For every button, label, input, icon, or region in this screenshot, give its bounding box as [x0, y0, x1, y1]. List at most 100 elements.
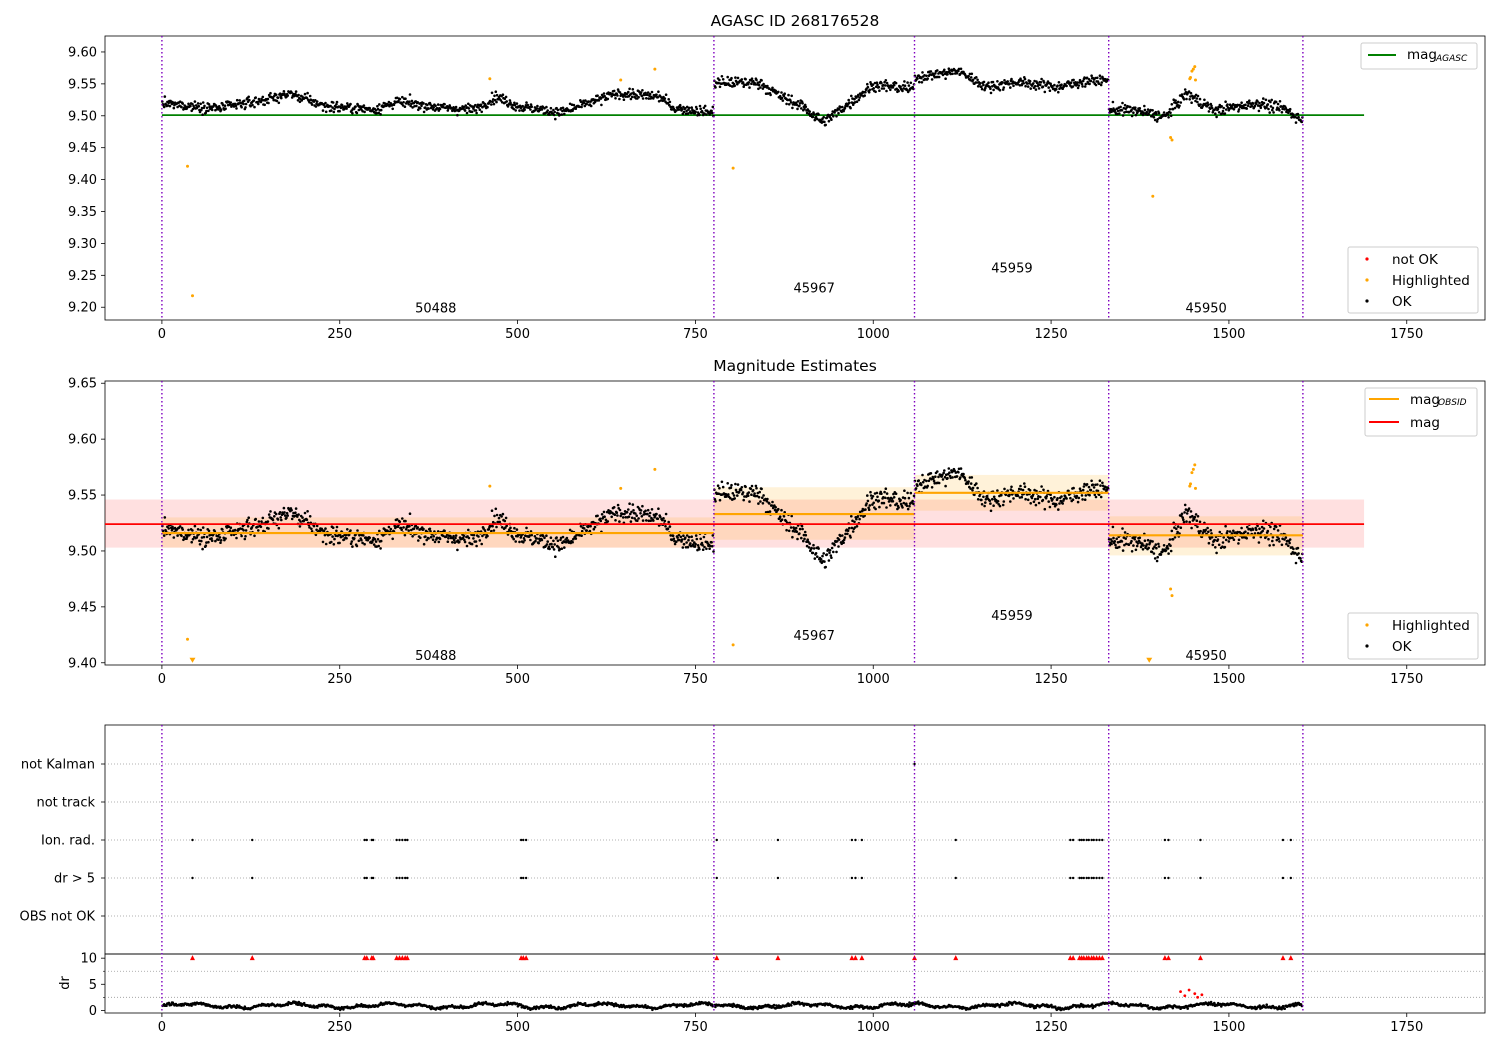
ok-point	[1026, 82, 1029, 85]
ok-point	[1009, 500, 1012, 503]
ok-point	[989, 87, 992, 90]
ok-point	[1292, 113, 1295, 116]
ok-point	[709, 111, 712, 115]
ok-point	[361, 541, 364, 545]
ok-point	[1173, 536, 1177, 539]
ok-point	[954, 471, 958, 474]
ok-point	[785, 102, 788, 106]
ok-point	[1145, 543, 1149, 546]
ok-point	[885, 89, 888, 93]
ok-point	[975, 482, 978, 485]
ok-point	[233, 102, 237, 106]
ok-point	[582, 101, 586, 105]
ok-point	[933, 482, 936, 485]
ok-point	[1240, 526, 1243, 530]
ok-point	[1049, 493, 1052, 497]
ok-point	[458, 540, 461, 544]
ok-point	[615, 511, 619, 514]
ok-point	[1173, 106, 1177, 110]
ok-point	[1135, 544, 1139, 548]
ok-point	[1157, 111, 1161, 115]
ok-point	[1287, 544, 1290, 548]
ok-point	[1023, 482, 1026, 485]
ok-point	[880, 81, 883, 85]
ok-point	[744, 77, 747, 81]
ok-point	[514, 540, 517, 543]
y-tick-label: 9.60	[68, 433, 97, 448]
flag-point	[1167, 838, 1170, 842]
ok-point	[1042, 81, 1046, 84]
ok-point	[777, 90, 780, 94]
ok-point	[1220, 105, 1223, 108]
flag-point	[1071, 838, 1075, 842]
ok-point	[1168, 108, 1172, 111]
ok-point	[1136, 542, 1140, 545]
ok-point	[930, 78, 934, 81]
ok-point	[427, 537, 430, 540]
ok-point	[1115, 537, 1118, 541]
ok-point	[920, 76, 923, 80]
ok-point	[1130, 550, 1134, 553]
ok-point	[234, 104, 238, 108]
ok-point	[579, 525, 583, 528]
ok-point	[701, 543, 704, 547]
ok-point	[916, 484, 919, 488]
ok-point	[1162, 111, 1166, 114]
ok-point	[501, 512, 505, 516]
y-tick-label: 9.20	[68, 301, 97, 316]
ok-point	[201, 113, 204, 116]
flag-point	[1069, 838, 1072, 842]
ok-point	[701, 548, 705, 551]
ok-point	[274, 512, 278, 516]
flag-point	[522, 876, 525, 880]
ok-point	[757, 83, 761, 87]
ok-point	[1229, 536, 1232, 540]
ok-point	[205, 541, 208, 544]
ok-point	[246, 518, 249, 522]
ok-point	[1143, 108, 1147, 112]
ok-point	[1166, 547, 1170, 550]
dr-point	[439, 1008, 442, 1011]
ok-point	[1176, 525, 1180, 528]
flag-point	[1078, 876, 1081, 880]
ok-point	[568, 528, 572, 532]
ok-point	[851, 530, 855, 533]
ok-point	[171, 527, 175, 530]
ok-point	[267, 527, 270, 530]
ok-point	[1207, 110, 1211, 113]
ok-point	[812, 547, 816, 550]
ok-point	[1142, 544, 1145, 547]
ok-point	[1176, 100, 1180, 104]
ok-point	[1211, 543, 1215, 547]
dr-point	[1050, 1003, 1053, 1007]
ok-point	[630, 95, 634, 99]
ok-point	[980, 87, 984, 91]
ok-point	[286, 94, 290, 97]
ok-point	[1224, 538, 1228, 542]
ok-point	[253, 534, 256, 538]
ok-point	[408, 525, 411, 528]
ok-point	[992, 504, 995, 508]
ok-point	[267, 513, 271, 516]
ok-point	[1176, 530, 1179, 534]
ok-point	[980, 85, 983, 88]
y-tick-label: 9.40	[68, 173, 97, 188]
ok-point	[533, 535, 537, 538]
ok-point	[257, 529, 260, 532]
ok-point	[877, 499, 881, 503]
ok-point	[501, 93, 505, 96]
ok-point	[1045, 494, 1048, 498]
ok-point	[816, 117, 819, 121]
ok-point	[350, 109, 354, 112]
ok-point	[171, 101, 175, 105]
ok-point	[764, 497, 767, 501]
ok-point	[897, 506, 900, 509]
ok-point	[407, 529, 411, 532]
ok-point	[1182, 98, 1186, 101]
ok-point	[835, 540, 839, 543]
ok-point	[849, 106, 852, 110]
ok-point	[1183, 503, 1187, 507]
ok-point	[1198, 520, 1202, 524]
ok-point	[392, 103, 396, 106]
highlighted-point	[619, 486, 623, 490]
